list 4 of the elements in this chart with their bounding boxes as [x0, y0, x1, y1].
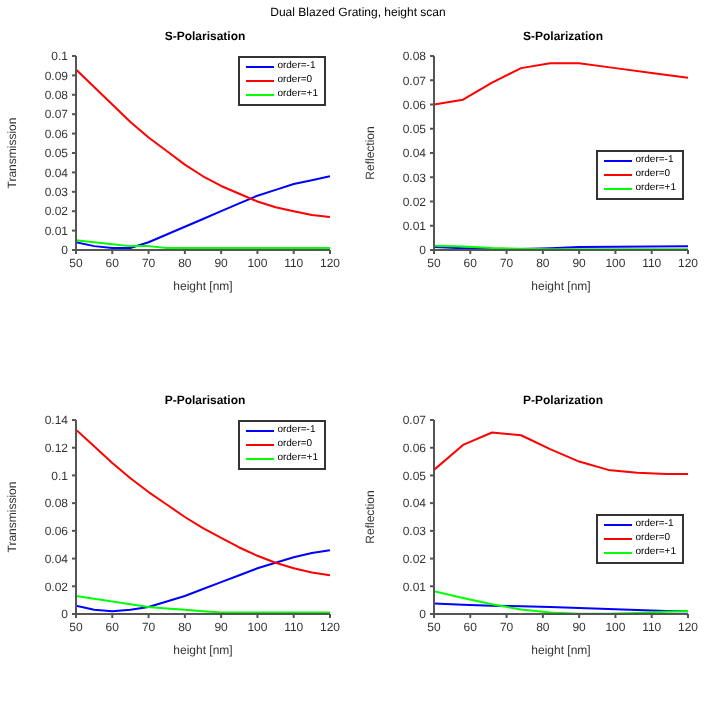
line-series — [76, 428, 330, 577]
line-series — [76, 68, 330, 219]
line-series — [434, 62, 688, 106]
line-series — [434, 431, 688, 476]
